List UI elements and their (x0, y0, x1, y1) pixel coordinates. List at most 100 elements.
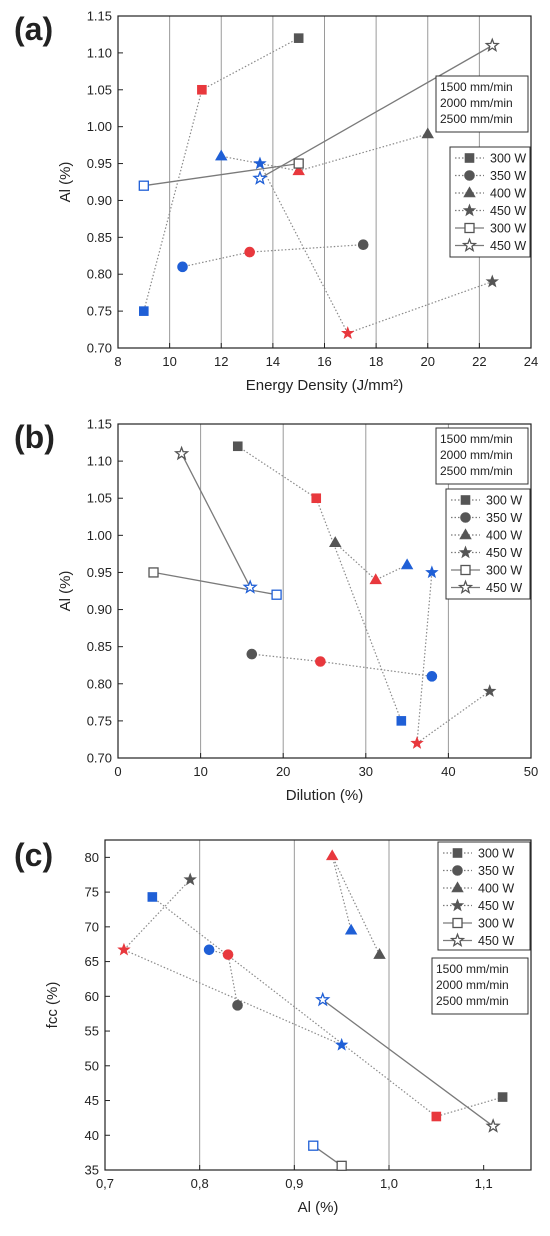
legend-power: 300 W 350 W 400 W 450 W 300 W 450 W (445, 488, 531, 600)
series-line (334, 542, 408, 581)
data-point (336, 1160, 347, 1171)
legend-power-entry: 400 W (478, 882, 514, 896)
y-tick-label: 0.90 (87, 193, 112, 208)
y-tick-label: 55 (85, 1024, 99, 1039)
series-line (153, 571, 277, 596)
legend-power-entry: 300 W (486, 494, 522, 508)
data-point (222, 949, 234, 960)
y-tick-label: 35 (85, 1163, 99, 1178)
legend-marker (452, 865, 463, 876)
legend-power: 300 W 350 W 400 W 450 W 300 W 450 W (449, 146, 531, 258)
legend-speed-entry: 2000 mm/min (440, 96, 513, 110)
panel-label: (c) (14, 837, 53, 873)
panel-label: (b) (14, 419, 55, 455)
legend-marker (452, 848, 463, 858)
data-point (246, 648, 258, 660)
data-point (147, 892, 158, 902)
legend-speed: 1500 mm/min 2000 mm/min 2500 mm/min (435, 75, 529, 133)
series-line (208, 949, 239, 1006)
legend-marker (458, 545, 473, 559)
legend-power-entry: 450 W (486, 546, 522, 560)
chart-panel-3: (c) 0,7 0,8 0,9 1,0 1,1 35 40 45 50 55 60 65 70 75 80 Al… (14, 837, 532, 1216)
legend-speed: 1500 mm/min 2000 mm/min 2500 mm/min (435, 427, 529, 485)
legend-speed: 1500 mm/min 2000 mm/min 2500 mm/min (431, 957, 529, 1015)
data-point (293, 158, 304, 169)
data-point (482, 684, 497, 697)
x-tick-label: 10 (162, 354, 176, 369)
data-point (311, 493, 322, 504)
series-line (237, 445, 402, 722)
y-axis-title: Al (%) (57, 162, 74, 203)
legend-marker (452, 917, 463, 929)
y-tick-label: 1.10 (87, 45, 112, 60)
y-tick-label: 0.70 (87, 751, 112, 766)
data-point (242, 579, 258, 594)
data-point (369, 573, 382, 585)
y-tick-label: 1.05 (87, 491, 112, 506)
legend-power-entry: 450 W (478, 899, 514, 913)
legend-power-entry: 350 W (486, 511, 522, 525)
legend-power: 300 W 350 W 400 W 450 W 300 W 450 W (437, 841, 531, 951)
data-point (117, 942, 131, 956)
data-point (485, 274, 499, 288)
y-tick-label: 0.85 (87, 230, 112, 245)
series-line (259, 44, 493, 179)
legend-marker (464, 153, 475, 163)
legend-marker (462, 203, 477, 217)
series-line (322, 999, 494, 1127)
legend-marker (460, 564, 471, 576)
y-tick-label: 65 (85, 954, 99, 969)
y-tick-label: 0.80 (87, 267, 112, 282)
legend-power-entry: 400 W (486, 529, 522, 543)
series-line (416, 572, 491, 745)
legend-speed-entry: 2500 mm/min (440, 464, 513, 478)
data-point (232, 441, 243, 452)
y-tick-label: 45 (85, 1093, 99, 1108)
legend-box (431, 957, 529, 1015)
data-point (421, 127, 434, 139)
data-point (410, 736, 424, 749)
data-point (138, 180, 149, 191)
legend-speed-entry: 1500 mm/min (436, 962, 509, 976)
data-point (177, 261, 188, 273)
y-tick-label: 80 (85, 850, 99, 865)
x-tick-label: 22 (472, 354, 486, 369)
y-tick-label: 0.90 (87, 602, 112, 617)
legend-box (435, 75, 529, 133)
data-point (139, 306, 149, 316)
y-tick-label: 0.75 (87, 713, 112, 728)
x-tick-label: 0 (114, 764, 121, 779)
legend-power-entry: 300 W (490, 152, 526, 166)
y-tick-label: 0.80 (87, 676, 112, 691)
legend-power-entry: 400 W (490, 187, 526, 201)
legend-marker (457, 579, 474, 595)
y-tick-label: 1.15 (87, 9, 112, 24)
legend-box (435, 427, 529, 485)
x-tick-label: 20 (421, 354, 435, 369)
x-tick-label: 50 (524, 764, 538, 779)
legend-box (437, 841, 531, 951)
legend-power-entry: 300 W (486, 564, 522, 578)
series-line (122, 879, 342, 1046)
data-point (373, 948, 386, 959)
data-point (357, 239, 369, 251)
x-tick-label: 30 (359, 764, 373, 779)
legend-speed-entry: 2000 mm/min (440, 448, 513, 462)
x-tick-label: 14 (266, 354, 280, 369)
data-point (315, 656, 326, 667)
data-point (334, 1037, 349, 1051)
data-point (197, 84, 207, 95)
y-tick-label: 1.05 (87, 82, 112, 97)
data-point (253, 156, 267, 170)
y-tick-label: 1.00 (87, 119, 112, 134)
y-tick-label: 70 (85, 919, 99, 934)
legend-power-entry: 300 W (478, 847, 514, 861)
chart-panel-1: (a) 8 10 12 14 16 18 20 22 24 0.70 0.75 0.80 0.85 0.90… (14, 9, 538, 395)
data-point (485, 1118, 501, 1133)
x-tick-label: 20 (276, 764, 290, 779)
data-point (497, 1092, 508, 1102)
x-axis-title: Energy Density (J/mm²) (246, 377, 404, 394)
legend-speed-entry: 2500 mm/min (436, 994, 509, 1008)
legend-marker (459, 528, 472, 540)
